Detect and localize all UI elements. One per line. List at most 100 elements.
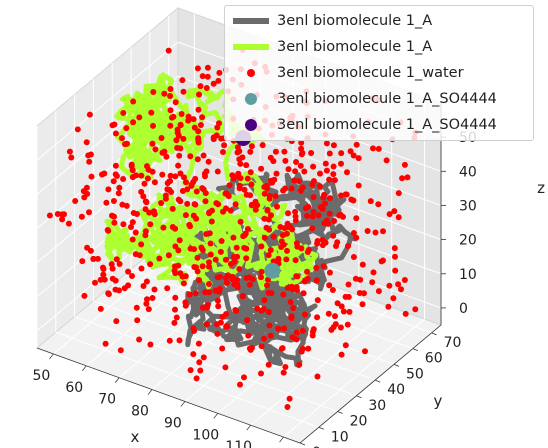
water-point xyxy=(161,148,168,155)
water-point xyxy=(362,348,368,355)
water-point xyxy=(143,300,150,307)
water-point xyxy=(233,307,240,314)
water-point xyxy=(342,342,349,349)
water-point xyxy=(185,113,192,120)
water-point xyxy=(142,228,149,235)
z-axis-label: z xyxy=(537,179,545,197)
water-point xyxy=(171,267,178,274)
water-point xyxy=(293,329,300,336)
water-point xyxy=(198,244,205,251)
water-point xyxy=(136,114,143,121)
water-point xyxy=(298,145,305,152)
water-point xyxy=(293,284,300,290)
legend-key-line xyxy=(233,36,277,58)
water-point xyxy=(375,145,382,152)
x-tick-label: 90 xyxy=(164,415,182,431)
water-point xyxy=(369,279,376,286)
water-point xyxy=(244,317,251,324)
water-point xyxy=(263,182,270,189)
x-tick-mark xyxy=(246,424,251,431)
water-point xyxy=(222,364,229,371)
water-point xyxy=(357,276,364,283)
water-point xyxy=(223,190,230,197)
y-tick-mark xyxy=(412,348,418,351)
water-point xyxy=(152,146,159,153)
water-point xyxy=(343,191,350,198)
water-point xyxy=(202,198,209,205)
water-point xyxy=(326,210,333,217)
water-point xyxy=(287,299,294,305)
water-point xyxy=(208,218,215,225)
water-point xyxy=(134,317,141,324)
y-tick-label: 20 xyxy=(350,414,368,430)
water-point xyxy=(195,137,202,144)
water-point xyxy=(193,375,200,382)
water-point xyxy=(398,286,404,293)
water-point xyxy=(187,245,194,252)
water-point xyxy=(281,148,288,155)
water-point xyxy=(234,172,241,179)
water-point xyxy=(326,269,333,276)
water-point xyxy=(206,230,213,237)
water-point xyxy=(402,310,409,317)
water-point xyxy=(350,254,357,260)
water-point xyxy=(375,288,382,295)
water-point xyxy=(222,275,229,281)
water-point xyxy=(268,177,274,184)
water-point xyxy=(252,206,259,213)
water-point xyxy=(266,226,273,233)
water-point xyxy=(204,302,211,308)
water-point xyxy=(94,255,101,262)
y-tick-mark xyxy=(375,379,381,383)
y-tick-mark xyxy=(431,332,437,336)
water-point xyxy=(112,277,119,284)
water-point xyxy=(172,173,179,180)
water-point xyxy=(210,134,217,141)
water-point xyxy=(293,159,299,165)
water-point xyxy=(88,173,95,180)
water-point xyxy=(223,279,230,286)
water-point xyxy=(386,282,393,289)
water-point xyxy=(103,199,110,206)
water-point xyxy=(237,218,244,225)
legend-label: 3enl biomolecule 1_water xyxy=(277,65,464,81)
water-point xyxy=(274,203,280,210)
water-point xyxy=(314,297,321,304)
x-axis-label: x xyxy=(131,428,140,446)
water-point xyxy=(244,175,251,182)
water-point xyxy=(237,381,243,388)
water-point xyxy=(199,304,206,311)
water-point xyxy=(323,140,330,147)
water-point xyxy=(229,172,236,179)
water-point xyxy=(112,130,119,137)
z-tick-label: 0 xyxy=(459,301,468,317)
water-point xyxy=(241,374,247,381)
water-point xyxy=(353,215,360,222)
water-point xyxy=(322,160,329,167)
x-tick-mark xyxy=(49,353,54,360)
water-point xyxy=(191,201,198,208)
water-point xyxy=(194,156,201,163)
water-point xyxy=(175,162,182,169)
water-point xyxy=(178,111,185,117)
water-point xyxy=(140,193,147,200)
water-point xyxy=(177,122,184,129)
water-point xyxy=(167,172,174,179)
water-point xyxy=(293,273,300,280)
water-point xyxy=(176,152,183,159)
water-point xyxy=(391,245,398,252)
water-point xyxy=(282,364,289,370)
water-point xyxy=(80,188,87,195)
x-tick-label: 70 xyxy=(98,392,116,408)
water-point xyxy=(243,162,250,169)
water-point xyxy=(202,289,209,296)
water-point xyxy=(380,257,386,264)
water-point xyxy=(176,237,183,244)
water-point xyxy=(190,212,197,219)
y-tick-mark xyxy=(393,363,400,367)
water-point xyxy=(120,221,127,228)
water-point xyxy=(334,239,341,246)
water-point xyxy=(181,174,187,181)
water-point xyxy=(321,191,328,198)
legend-entry: 3enl biomolecule 1_A_SO4444 xyxy=(225,88,497,110)
